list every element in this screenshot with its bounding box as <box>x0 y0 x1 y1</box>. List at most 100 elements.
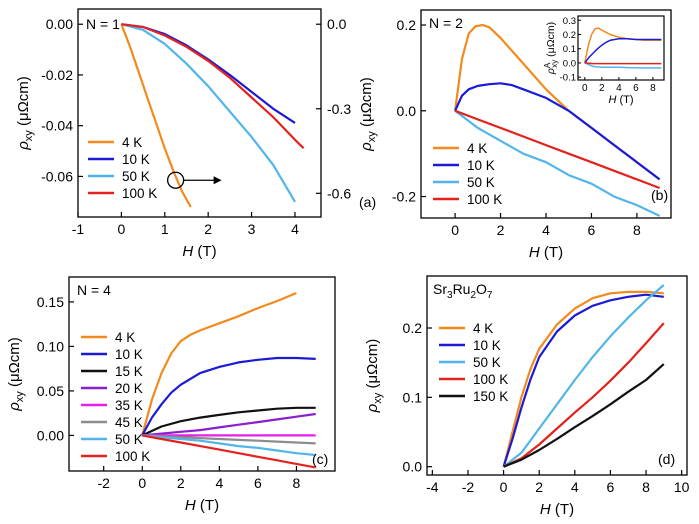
x-tick-label: 8 <box>633 222 641 238</box>
series-line-10k <box>141 356 316 436</box>
annotation-arrow-head <box>213 176 222 185</box>
y-tick-label: 0.2 <box>397 17 417 33</box>
plot-frame <box>77 8 322 218</box>
legend-label: 10 K <box>467 158 495 173</box>
legend-label: 45 K <box>115 415 143 430</box>
series-line-20k <box>142 412 316 437</box>
y-axis-label: ρxy (μΩcm) <box>15 76 35 151</box>
y-tick-label: 0.05 <box>37 383 64 399</box>
x-tick-label: 2 <box>204 221 212 237</box>
tag-part: 2 <box>470 290 476 301</box>
inset-y-tick-label: 0.2 <box>563 30 576 41</box>
x-tick-label: 4 <box>215 475 223 491</box>
legend-label: 10 K <box>115 347 143 362</box>
legend-label: 150 K <box>473 389 508 404</box>
panel-label: (c) <box>312 451 328 467</box>
legend: 4 K 10 K 50 K 100 K <box>88 135 157 201</box>
plot-frame <box>68 276 336 472</box>
y-tick-label: 0.2 <box>403 320 423 336</box>
inset-y-label: ρAxy (μΩcm) <box>543 22 559 75</box>
inset-y-rho: ρ <box>545 68 557 75</box>
panel-tag: N = 1 <box>86 16 120 32</box>
series-line-10k <box>502 293 664 468</box>
legend-label: 50 K <box>115 432 143 447</box>
panel-tag: N = 4 <box>77 282 111 298</box>
series-line-50k <box>454 109 661 217</box>
y-label-rho: ρ <box>364 403 381 413</box>
x-label-unit: (T) <box>540 244 563 261</box>
tag-part: 7 <box>487 290 493 301</box>
x-label-unit: (T) <box>196 497 219 514</box>
x-tick-label: -1 <box>72 221 85 237</box>
y-tick-label: 0.1 <box>403 389 423 405</box>
y2-tick-label: -0.6 <box>327 185 351 201</box>
series-line-45k <box>142 434 316 445</box>
inset-frame <box>577 15 665 81</box>
legend-label: 100 K <box>473 372 508 387</box>
x-label-var: H <box>185 497 196 514</box>
panel-label: (a) <box>359 194 376 210</box>
x-tick-label: 6 <box>607 479 615 495</box>
legend-label: 4 K <box>467 141 487 156</box>
legend-label: 100 K <box>467 192 502 207</box>
inset-x-tick-label: 6 <box>633 83 639 94</box>
x-tick-label: 0 <box>117 221 125 237</box>
series-line-4k <box>120 23 192 208</box>
x-tick-label: 0 <box>500 479 508 495</box>
y-label-rho: ρ <box>15 141 32 151</box>
x-label-var: H <box>540 501 551 518</box>
inset-series-line <box>584 62 662 69</box>
x-tick-label: 3 <box>248 221 256 237</box>
inset-x-tick-label: 4 <box>616 83 622 94</box>
inset: 0 2 4 6 8 0.3 0.2 0.1 0.0 -0.1 H (T) ρAxy (μΩcm) <box>543 15 665 106</box>
legend-label: 100 K <box>122 186 157 201</box>
x-tick-label: 2 <box>535 479 543 495</box>
series-line-100k <box>503 322 665 468</box>
x-tick-label: 0 <box>138 475 146 491</box>
legend: 4 K 10 K 15 K 20 K 35 K 45 K 50 K 100 K <box>81 330 150 464</box>
legend-label: 50 K <box>122 169 150 184</box>
inset-y-tick-label: 0.1 <box>563 44 576 55</box>
series-line-50k <box>121 23 296 203</box>
y-tick-label: 0.0 <box>403 459 423 475</box>
x-tick-label: -2 <box>97 475 110 491</box>
inset-frame-bg <box>577 15 665 81</box>
y-label-unit: (μΩcm) <box>364 339 381 393</box>
inset-y-sub: xy <box>550 60 559 68</box>
tag-part: 3 <box>447 290 453 301</box>
y-tick-label: 0.10 <box>37 338 64 354</box>
legend-label: 50 K <box>467 175 495 190</box>
inset-x-unit: (T) <box>616 94 633 106</box>
y-label-sub: xy <box>14 391 26 403</box>
inset-y-tick-label: -0.1 <box>560 73 576 84</box>
x-tick-label: 4 <box>291 221 299 237</box>
x-tick-label: 2 <box>497 222 505 238</box>
inset-x-tick-label: 8 <box>650 83 656 94</box>
inset-series-line <box>584 38 662 64</box>
x-tick-label: 2 <box>177 475 185 491</box>
inset-y-tick-label: 0.3 <box>563 16 576 27</box>
inset-x-var: H <box>608 94 616 106</box>
series-group <box>141 291 316 469</box>
x-tick-label: -2 <box>462 479 475 495</box>
inset-y-sup: A <box>543 62 552 68</box>
series-line-4k <box>502 290 664 467</box>
x-axis-label: H (T) <box>185 497 219 514</box>
plot-frame <box>426 275 688 476</box>
y-axis-label: ρxy (μΩcm) <box>364 339 384 414</box>
y-tick-label: 0.00 <box>46 16 73 32</box>
x-axis-label: H (T) <box>540 501 574 518</box>
x-tick-label: 10 <box>674 479 690 495</box>
inset-series-line <box>584 62 662 65</box>
legend-label: 20 K <box>115 381 143 396</box>
y2-tick-label: 0.0 <box>327 16 347 32</box>
y-label-sub: xy <box>23 130 35 142</box>
legend-label: 4 K <box>473 321 493 336</box>
tag-part: Ru <box>453 281 471 297</box>
y-label-unit: (μΩcm) <box>15 76 32 130</box>
y-label-unit: (μΩcm) <box>6 337 23 391</box>
y-label-sub: xy <box>366 131 378 143</box>
